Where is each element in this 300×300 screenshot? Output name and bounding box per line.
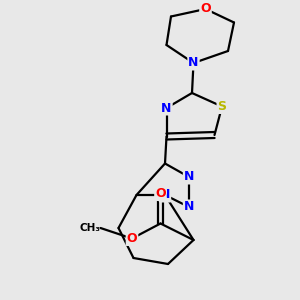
Text: CH₃: CH₃ — [80, 223, 100, 233]
Text: N: N — [184, 200, 194, 214]
Text: O: O — [155, 187, 166, 200]
Text: N: N — [184, 170, 194, 184]
Text: N: N — [161, 101, 172, 115]
Text: N: N — [160, 188, 170, 202]
Text: N: N — [188, 56, 199, 70]
Text: O: O — [127, 232, 137, 245]
Text: O: O — [200, 2, 211, 16]
Text: S: S — [218, 100, 226, 113]
